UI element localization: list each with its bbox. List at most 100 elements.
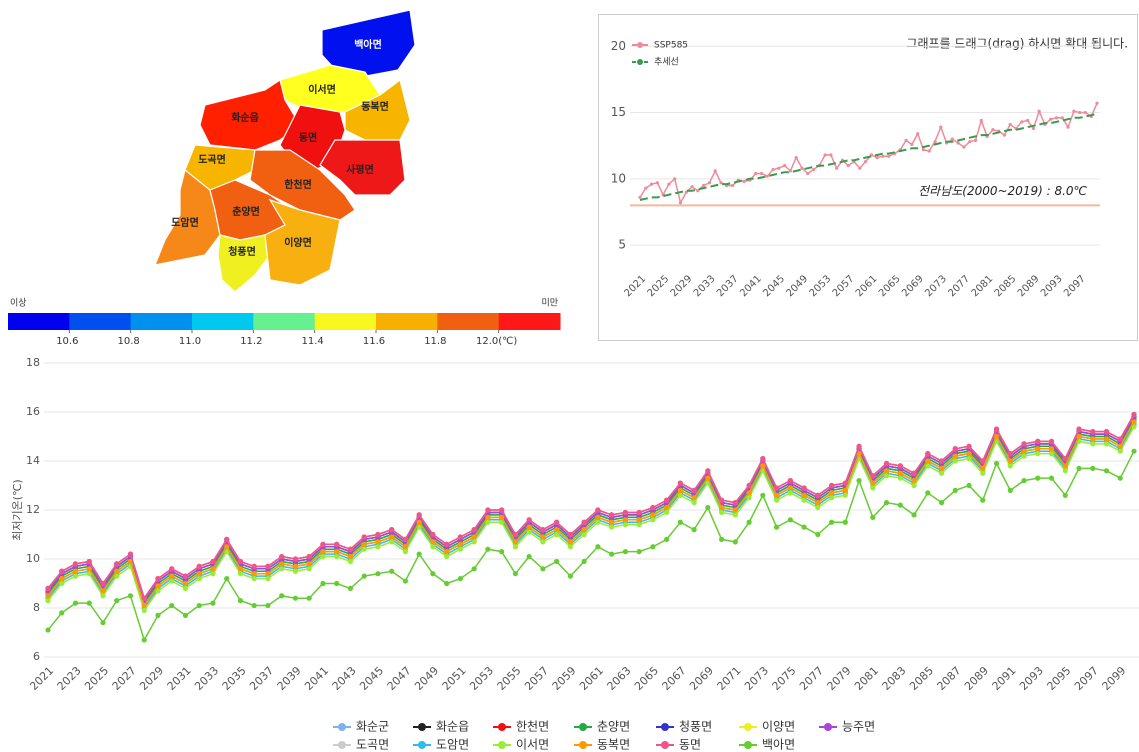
point <box>59 568 65 574</box>
region <box>321 9 416 81</box>
point <box>430 531 436 538</box>
point <box>842 519 848 525</box>
point <box>754 171 758 176</box>
x-tick-label: 2077 <box>797 664 826 693</box>
y-tick-label: 16 <box>26 405 40 418</box>
point <box>773 497 780 503</box>
point <box>1048 438 1055 444</box>
point <box>644 186 648 190</box>
point <box>677 492 683 498</box>
point <box>347 558 354 565</box>
point <box>730 183 735 188</box>
point <box>1062 455 1068 462</box>
legend-label: 화순군 <box>356 720 389 734</box>
region-label: 도암면 <box>171 216 199 229</box>
point <box>927 149 931 153</box>
point <box>883 500 890 506</box>
point <box>265 576 271 582</box>
x-tick-label: 2097 <box>1072 664 1101 693</box>
point <box>1090 441 1096 447</box>
point <box>402 578 409 584</box>
point <box>1035 475 1041 481</box>
point <box>718 497 725 503</box>
point <box>875 156 879 160</box>
legend-label: 도곡면 <box>356 738 389 752</box>
point <box>1062 468 1068 474</box>
point <box>609 524 615 530</box>
region-label: 백아면 <box>354 38 382 51</box>
point <box>210 600 216 606</box>
region-label: 이서면 <box>308 83 336 96</box>
point <box>430 539 436 545</box>
y-tick-label: 20 <box>611 39 626 53</box>
point <box>72 600 79 606</box>
point <box>100 580 106 587</box>
point <box>45 627 51 633</box>
point <box>361 541 367 547</box>
point <box>636 549 642 555</box>
point <box>210 566 216 572</box>
point <box>759 171 764 176</box>
point <box>938 470 945 476</box>
point <box>991 128 995 132</box>
point <box>883 473 890 479</box>
point <box>306 566 312 572</box>
point <box>622 549 628 555</box>
point <box>1035 446 1041 452</box>
point <box>1021 453 1027 459</box>
x-tick-label: 2041 <box>302 664 331 693</box>
point <box>1021 448 1027 454</box>
point <box>622 517 628 523</box>
x-tick-label: 2083 <box>880 664 909 693</box>
region-label: 도곡면 <box>198 153 226 166</box>
point <box>334 549 340 555</box>
point <box>815 531 821 538</box>
point <box>279 561 285 567</box>
point <box>1048 475 1055 481</box>
point <box>292 595 299 601</box>
x-tick-label: 2085 <box>907 664 936 693</box>
point <box>581 519 587 525</box>
point <box>1117 448 1123 454</box>
point <box>678 201 683 205</box>
colorbar-tick-label: 10.8 <box>118 336 140 347</box>
legend-marker <box>824 723 832 731</box>
x-tick-label: 2069 <box>687 664 716 693</box>
point <box>526 529 532 535</box>
point <box>650 504 656 511</box>
legend-label: 능주면 <box>842 720 875 734</box>
point <box>911 478 917 484</box>
point <box>980 470 986 476</box>
point <box>251 576 257 582</box>
x-tick-label: 2033 <box>192 664 221 693</box>
series-line <box>47 450 1135 642</box>
point <box>1037 109 1041 113</box>
point <box>787 517 793 523</box>
point <box>554 519 560 525</box>
point <box>86 558 92 565</box>
point <box>707 181 712 185</box>
point <box>237 558 244 565</box>
point <box>732 507 738 513</box>
colorbar-tick-label: 11.2 <box>240 336 262 347</box>
point <box>45 593 51 599</box>
point <box>196 576 202 582</box>
point <box>141 637 147 643</box>
point <box>673 177 677 181</box>
series-line <box>47 421 1135 608</box>
colorbar-segment <box>130 313 193 330</box>
y-tick-label: 10 <box>611 171 626 185</box>
point <box>595 519 601 525</box>
point <box>416 551 422 557</box>
point <box>279 593 285 599</box>
point <box>705 475 711 481</box>
point <box>540 566 546 572</box>
legend-marker <box>579 741 587 749</box>
point <box>883 460 890 467</box>
point <box>1131 448 1137 454</box>
point <box>595 507 601 513</box>
point <box>773 492 780 498</box>
point <box>320 553 326 560</box>
point <box>1076 465 1082 471</box>
